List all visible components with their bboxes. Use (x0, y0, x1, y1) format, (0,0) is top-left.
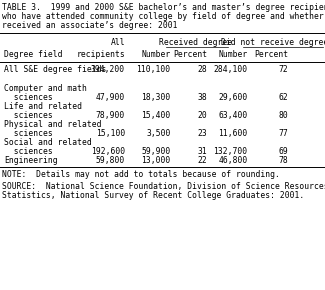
Text: 46,800: 46,800 (218, 156, 248, 165)
Text: Engineering: Engineering (4, 156, 58, 165)
Text: sciences: sciences (4, 147, 53, 156)
Text: NOTE:  Details may not add to totals because of rounding.: NOTE: Details may not add to totals beca… (2, 170, 280, 179)
Text: Number: Number (141, 50, 171, 59)
Text: 62: 62 (279, 93, 289, 102)
Text: 59,800: 59,800 (96, 156, 125, 165)
Text: 72: 72 (279, 65, 289, 74)
Text: 78: 78 (279, 156, 289, 165)
Text: sciences: sciences (4, 129, 53, 138)
Text: 38: 38 (198, 93, 207, 102)
Text: 29,600: 29,600 (218, 93, 248, 102)
Text: 110,100: 110,100 (136, 65, 171, 74)
Text: Received degree: Received degree (159, 38, 232, 47)
Text: Life and related: Life and related (4, 102, 82, 111)
Text: sciences: sciences (4, 93, 53, 102)
Text: SOURCE:  National Science Foundation, Division of Science Resources: SOURCE: National Science Foundation, Div… (2, 182, 325, 191)
Text: 59,900: 59,900 (141, 147, 171, 156)
Text: Percent: Percent (173, 50, 207, 59)
Text: 3,500: 3,500 (146, 129, 171, 138)
Text: 284,100: 284,100 (214, 65, 248, 74)
Text: Statistics, National Survey of Recent College Graduates: 2001.: Statistics, National Survey of Recent Co… (2, 191, 304, 200)
Text: TABLE 3.  1999 and 2000 S&E bachelor’s and master’s degree recipients: TABLE 3. 1999 and 2000 S&E bachelor’s an… (2, 3, 325, 12)
Text: All S&E degree fields: All S&E degree fields (4, 65, 106, 74)
Text: who have attended community college by field of degree and whether they: who have attended community college by f… (2, 12, 325, 21)
Text: 77: 77 (279, 129, 289, 138)
Text: 11,600: 11,600 (218, 129, 248, 138)
Text: 132,700: 132,700 (214, 147, 248, 156)
Text: 15,100: 15,100 (96, 129, 125, 138)
Text: Did not receive degree: Did not receive degree (221, 38, 325, 47)
Text: Computer and math: Computer and math (4, 84, 87, 93)
Text: 28: 28 (198, 65, 207, 74)
Text: 23: 23 (198, 129, 207, 138)
Text: 80: 80 (279, 111, 289, 120)
Text: Percent: Percent (254, 50, 289, 59)
Text: 31: 31 (198, 147, 207, 156)
Text: 192,600: 192,600 (91, 147, 125, 156)
Text: sciences: sciences (4, 111, 53, 120)
Text: 22: 22 (198, 156, 207, 165)
Text: 394,200: 394,200 (91, 65, 125, 74)
Text: 69: 69 (279, 147, 289, 156)
Text: received an associate’s degree: 2001: received an associate’s degree: 2001 (2, 21, 177, 30)
Text: 15,400: 15,400 (141, 111, 171, 120)
Text: 78,900: 78,900 (96, 111, 125, 120)
Text: 47,900: 47,900 (96, 93, 125, 102)
Text: 18,300: 18,300 (141, 93, 171, 102)
Text: All: All (111, 38, 125, 47)
Text: Social and related: Social and related (4, 138, 92, 147)
Text: Number: Number (218, 50, 248, 59)
Text: 13,000: 13,000 (141, 156, 171, 165)
Text: Physical and related: Physical and related (4, 120, 101, 129)
Text: 63,400: 63,400 (218, 111, 248, 120)
Text: 20: 20 (198, 111, 207, 120)
Text: Degree field: Degree field (4, 50, 62, 59)
Text: recipients: recipients (76, 50, 125, 59)
